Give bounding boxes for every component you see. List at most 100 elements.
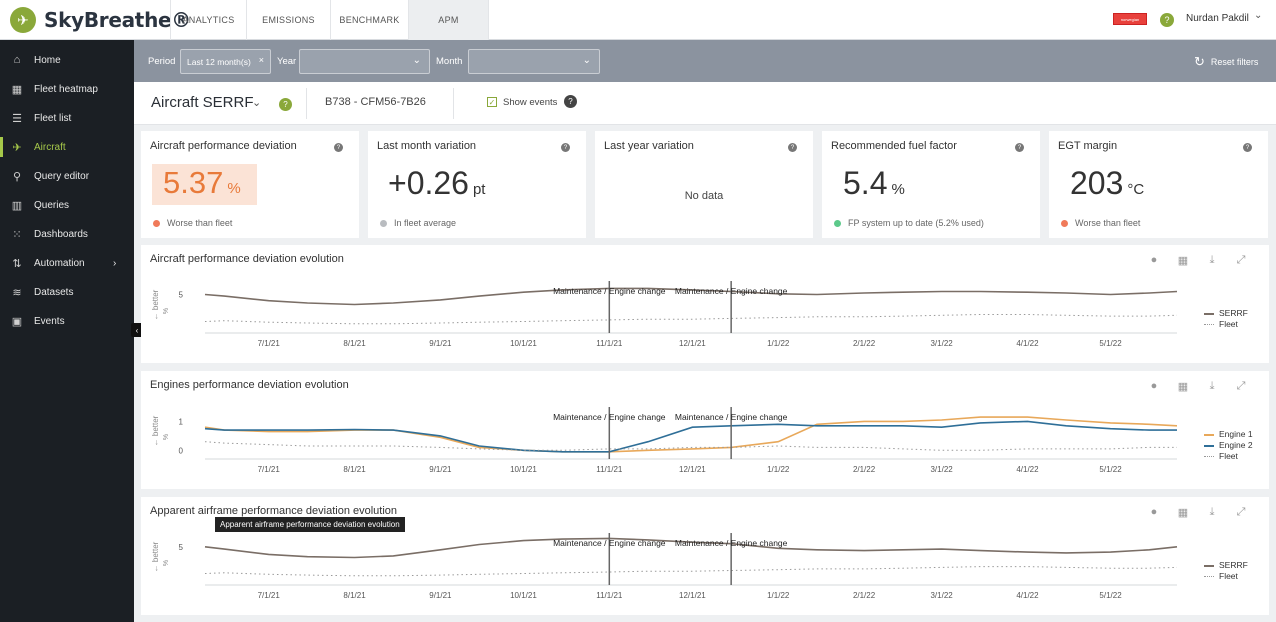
calendar-icon: ▣ [11, 315, 23, 328]
tab-emissions[interactable]: EMISSIONS [246, 0, 330, 40]
panel-toolbar: ● ▦ ⤓ ⤢ [1148, 506, 1247, 519]
help-icon[interactable]: ? [564, 95, 577, 108]
kpi-title: Aircraft performance deviation [150, 140, 297, 152]
y-axis-label: ← better [151, 415, 160, 446]
table-icon[interactable]: ▦ [1177, 381, 1189, 393]
sidebar-item-query-editor[interactable]: ⚲ Query editor [0, 162, 134, 190]
x-tick-label: 5/1/22 [1099, 591, 1122, 600]
show-events-label[interactable]: Show events [503, 97, 558, 108]
x-tick-label: 5/1/22 [1099, 465, 1122, 474]
sidebar-item-home[interactable]: ⌂ Home [0, 46, 134, 74]
reset-filters-button[interactable]: ↻ Reset filters [1194, 54, 1258, 70]
expand-icon[interactable]: ⤢ [1236, 254, 1246, 266]
kpi-footer-text: FP system up to date (5.2% used) [848, 218, 984, 228]
event-label: Maintenance / Engine change [675, 538, 788, 548]
sidebar-item-fleet-heatmap[interactable]: ▦ Fleet heatmap [0, 75, 134, 103]
kpi-unit: % [891, 181, 905, 198]
airline-flag: norwegian [1113, 13, 1147, 25]
legend-swatch [1204, 433, 1214, 436]
sidebar-item-queries[interactable]: ▥ Queries [0, 191, 134, 219]
chart-panel-engines-deviation: Engines performance deviation evolution … [141, 371, 1269, 489]
x-tick-label: 4/1/22 [1016, 465, 1039, 474]
expand-icon[interactable]: ⤢ [1236, 380, 1246, 392]
app-logo[interactable]: ✈ SkyBreathe® [10, 6, 191, 34]
x-tick-label: 12/1/21 [679, 465, 706, 474]
legend-swatch [1204, 456, 1214, 457]
clear-icon[interactable]: × [258, 55, 264, 65]
sidebar-item-datasets[interactable]: ≋ Datasets [0, 278, 134, 306]
month-select[interactable]: ⌄ [468, 49, 600, 74]
tab-benchmark[interactable]: BENCHMARK [330, 0, 408, 40]
x-tick-label: 2/1/22 [853, 591, 876, 600]
sidebar-item-label: Query editor [34, 170, 90, 182]
kpi-number: 5.4 [843, 165, 888, 201]
divider [453, 88, 454, 119]
help-icon[interactable]: ? [1015, 143, 1024, 152]
sidebar-item-automation[interactable]: ⇅ Automation › [0, 249, 134, 277]
help-icon[interactable]: ● [1150, 506, 1158, 518]
kpi-number: +0.26 [388, 165, 469, 201]
table-icon[interactable]: ▦ [1177, 255, 1189, 267]
help-icon[interactable]: ? [279, 98, 292, 111]
kpi-unit: pt [472, 181, 486, 198]
aircraft-title[interactable]: Aircraft SERRF [151, 94, 254, 111]
x-tick-label: 11/1/21 [596, 591, 623, 600]
panel-title: Engines performance deviation evolution [150, 379, 349, 391]
year-select[interactable]: ⌄ [299, 49, 430, 74]
sidebar-item-label: Home [34, 54, 61, 66]
help-icon[interactable]: ? [561, 143, 570, 152]
table-icon[interactable]: ▦ [1177, 507, 1189, 519]
x-tick-label: 3/1/22 [930, 591, 953, 600]
help-icon[interactable]: ? [334, 143, 343, 152]
grid-icon: ▦ [11, 83, 23, 96]
legend-item[interactable]: Fleet [1204, 451, 1253, 462]
sidebar-item-label: Fleet heatmap [34, 83, 98, 95]
download-icon[interactable]: ⤓ [1209, 506, 1215, 518]
chevron-down-icon[interactable]: ⌄ [252, 97, 262, 109]
help-icon[interactable]: ? [788, 143, 797, 152]
x-tick-label: 12/1/21 [679, 591, 706, 600]
help-icon[interactable]: ● [1150, 254, 1158, 266]
x-tick-label: 4/1/22 [1016, 591, 1039, 600]
status-dot-icon [380, 219, 387, 227]
legend-swatch [1204, 576, 1214, 577]
series-line-fleet [204, 441, 1177, 451]
kpi-title: EGT margin [1058, 140, 1118, 152]
tab-analytics[interactable]: ANALYTICS [170, 0, 246, 40]
collapse-sidebar-button[interactable]: ‹ [131, 323, 143, 337]
tab-apm[interactable]: APM [408, 0, 489, 40]
event-label: Maintenance / Engine change [553, 538, 666, 548]
legend-item[interactable]: Fleet [1204, 571, 1248, 582]
event-label: Maintenance / Engine change [553, 286, 666, 296]
legend-item[interactable]: Engine 2 [1204, 440, 1253, 451]
chevron-down-icon[interactable]: ⌄ [1254, 10, 1263, 21]
legend-item[interactable]: SERRF [1204, 560, 1248, 571]
show-events-checkbox[interactable]: ✓ [487, 97, 497, 107]
sidebar-item-fleet-list[interactable]: ☰ Fleet list [0, 104, 134, 132]
kpi-value: 5.37% [163, 165, 241, 201]
series-line-fleet [204, 314, 1178, 325]
period-select[interactable]: Last 12 month(s) × [180, 49, 271, 74]
home-icon: ⌂ [13, 54, 21, 66]
kpi-footer: Worse than fleet [1061, 218, 1140, 228]
x-tick-label: 1/1/22 [767, 591, 790, 600]
legend-item[interactable]: SERRF [1204, 308, 1248, 319]
user-name[interactable]: Nurdan Pakdil [1186, 13, 1249, 24]
user-help-icon[interactable]: ? [1160, 13, 1174, 27]
help-icon[interactable]: ? [1243, 143, 1252, 152]
help-icon[interactable]: ● [1150, 380, 1158, 392]
x-tick-label: 10/1/21 [510, 591, 537, 600]
kpi-footer: In fleet average [380, 218, 456, 228]
event-label: Maintenance / Engine change [675, 286, 788, 296]
download-icon[interactable]: ⤓ [1209, 254, 1215, 266]
legend-item[interactable]: Fleet [1204, 319, 1248, 330]
download-icon[interactable]: ⤓ [1209, 380, 1215, 392]
sidebar: ⌂ Home ▦ Fleet heatmap ☰ Fleet list ✈ Aircra… [0, 40, 134, 622]
top-bar: ✈ SkyBreathe® ANALYTICS EMISSIONS BENCHM… [0, 0, 1276, 40]
sidebar-item-events[interactable]: ▣ Events [0, 307, 134, 335]
expand-icon[interactable]: ⤢ [1236, 506, 1246, 518]
series-line-engine-2 [204, 420, 1177, 453]
sidebar-item-dashboards[interactable]: ⁙ Dashboards [0, 220, 134, 248]
sidebar-item-aircraft[interactable]: ✈ Aircraft [0, 133, 134, 161]
legend-item[interactable]: Engine 1 [1204, 429, 1253, 440]
